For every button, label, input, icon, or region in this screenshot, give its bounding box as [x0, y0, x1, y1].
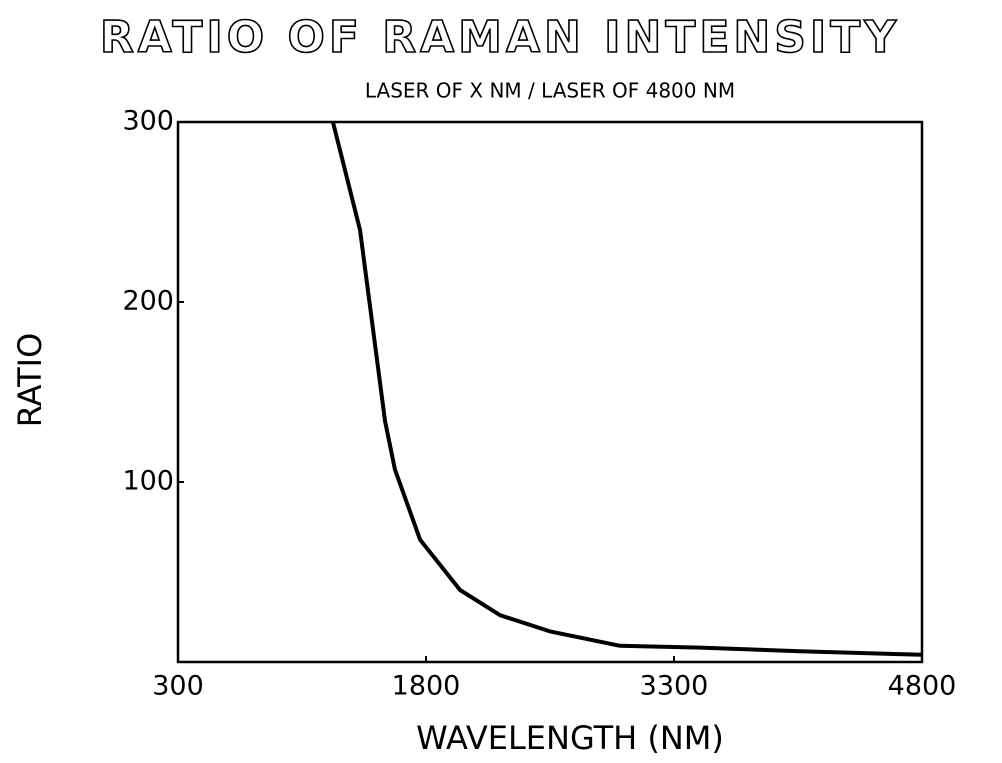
plot-frame: [176, 120, 924, 664]
x-tick-label: 1800: [392, 671, 461, 702]
x-tick-label: 3300: [640, 671, 709, 702]
y-tick-label: 100: [122, 466, 174, 497]
data-line: [330, 121, 923, 657]
x-axis-label: WAVELENGTH (NM): [416, 719, 724, 757]
x-tick-label: 4800: [888, 671, 957, 702]
x-tick-label: 300: [152, 671, 204, 702]
chart-subtitle: LASER OF X NM / LASER OF 4800 NM: [365, 79, 735, 103]
chart-title: RATIO OF RAMAN INTENSITY: [100, 12, 900, 63]
y-tick-label: 200: [122, 286, 174, 317]
y-axis-label: RATIO: [11, 333, 49, 428]
y-tick-label: 300: [122, 106, 174, 137]
